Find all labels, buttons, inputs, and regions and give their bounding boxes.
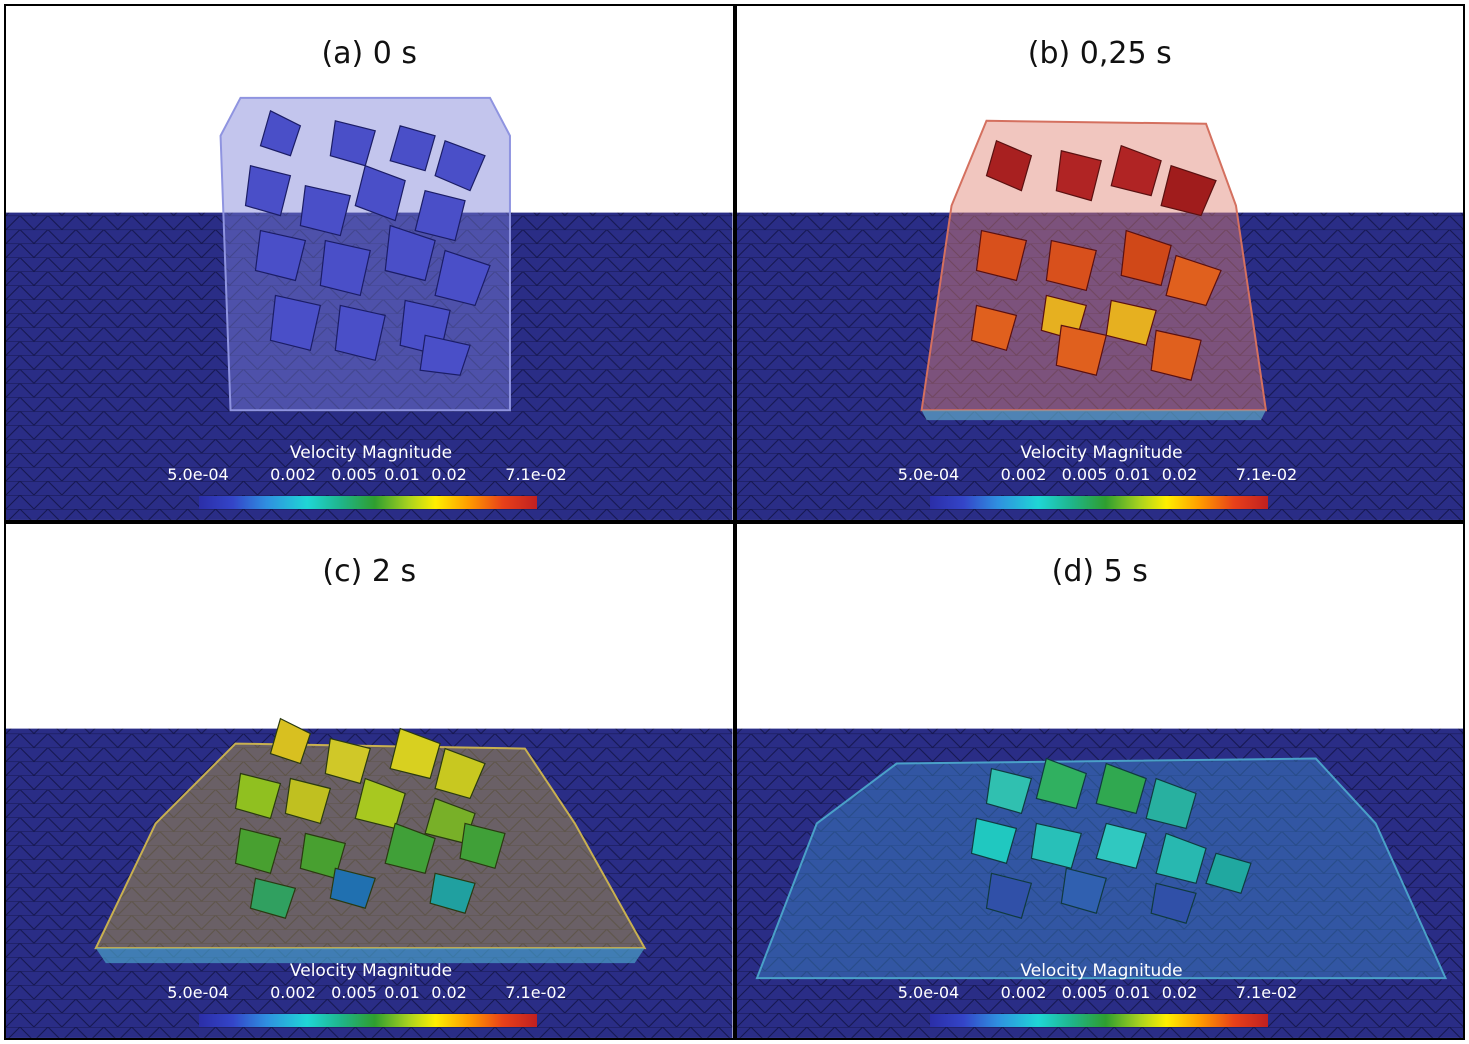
panel-c: (c) 2 s Velocity Magnitude 5.0e-04 0.002… xyxy=(6,524,733,1038)
legend-tick: 0.005 xyxy=(1061,983,1108,1002)
particles xyxy=(970,757,1252,924)
colorbar xyxy=(929,496,1268,509)
legend-tick: 0.01 xyxy=(384,983,420,1002)
panel-d: (d) 5 s Velocity Magnitude 5.0e-04 0.002… xyxy=(736,524,1463,1038)
legend-tick: 7.1e-02 xyxy=(1235,983,1298,1002)
panel-c-scene xyxy=(6,717,733,1038)
legend-tick: 0.005 xyxy=(331,465,377,484)
legend-tick: 0.005 xyxy=(331,983,377,1002)
panel-a-scene xyxy=(6,96,733,520)
fluid-front xyxy=(921,410,1266,421)
colorbar xyxy=(929,1014,1268,1027)
legend-tick: 0.02 xyxy=(431,983,467,1002)
legend-tick: 0.005 xyxy=(1061,465,1108,484)
legend-tick: 0.01 xyxy=(1114,465,1151,484)
panel-b-scene xyxy=(736,119,1463,520)
legend-title: Velocity Magnitude xyxy=(1020,961,1183,981)
fluid-front xyxy=(95,948,645,964)
panel-title: (c) 2 s xyxy=(322,554,417,589)
panel-b: (b) 0,25 s Velocity Magnitude 5.0e-04 0.… xyxy=(736,6,1463,520)
legend-tick: 7.1e-02 xyxy=(505,983,567,1002)
fluid-volume xyxy=(755,757,1447,980)
legend-tick: 0.002 xyxy=(270,465,316,484)
panel-title: (d) 5 s xyxy=(1051,554,1148,589)
colorbar xyxy=(199,1014,537,1027)
fluid-volume xyxy=(94,742,647,950)
legend-tick: 0.002 xyxy=(1000,465,1047,484)
legend-tick: 5.0e-04 xyxy=(167,465,229,484)
legend-title: Velocity Magnitude xyxy=(289,443,453,463)
panel-title: (a) 0 s xyxy=(321,36,418,71)
legend-tick: 5.0e-04 xyxy=(897,465,960,484)
particles xyxy=(970,139,1222,381)
legend-tick: 0.02 xyxy=(431,465,467,484)
legend-tick: 5.0e-04 xyxy=(167,983,229,1002)
legend-tick: 0.02 xyxy=(1161,465,1198,484)
particles xyxy=(234,717,506,919)
legend-tick: 7.1e-02 xyxy=(505,465,567,484)
ground-plane xyxy=(6,212,733,520)
panel-title: (b) 0,25 s xyxy=(1027,36,1172,71)
colorbar xyxy=(199,496,537,509)
legend-tick: 0.01 xyxy=(1114,983,1151,1002)
legend-tick: 0.02 xyxy=(1161,983,1198,1002)
figure-grid: (a) 0 s Velocity Magnitude 5.0e-04 0.002… xyxy=(4,4,1465,1040)
ground-plane xyxy=(736,212,1463,520)
panel-d-scene xyxy=(736,728,1463,1038)
legend-tick: 0.002 xyxy=(270,983,316,1002)
legend-tick: 0.002 xyxy=(1000,983,1047,1002)
legend-tick: 7.1e-02 xyxy=(1235,465,1298,484)
legend-tick: 5.0e-04 xyxy=(897,983,960,1002)
legend-tick: 0.01 xyxy=(384,465,420,484)
panel-a: (a) 0 s Velocity Magnitude 5.0e-04 0.002… xyxy=(6,6,733,520)
particles xyxy=(244,109,491,376)
legend-title: Velocity Magnitude xyxy=(289,961,453,981)
legend-title: Velocity Magnitude xyxy=(1020,443,1183,463)
